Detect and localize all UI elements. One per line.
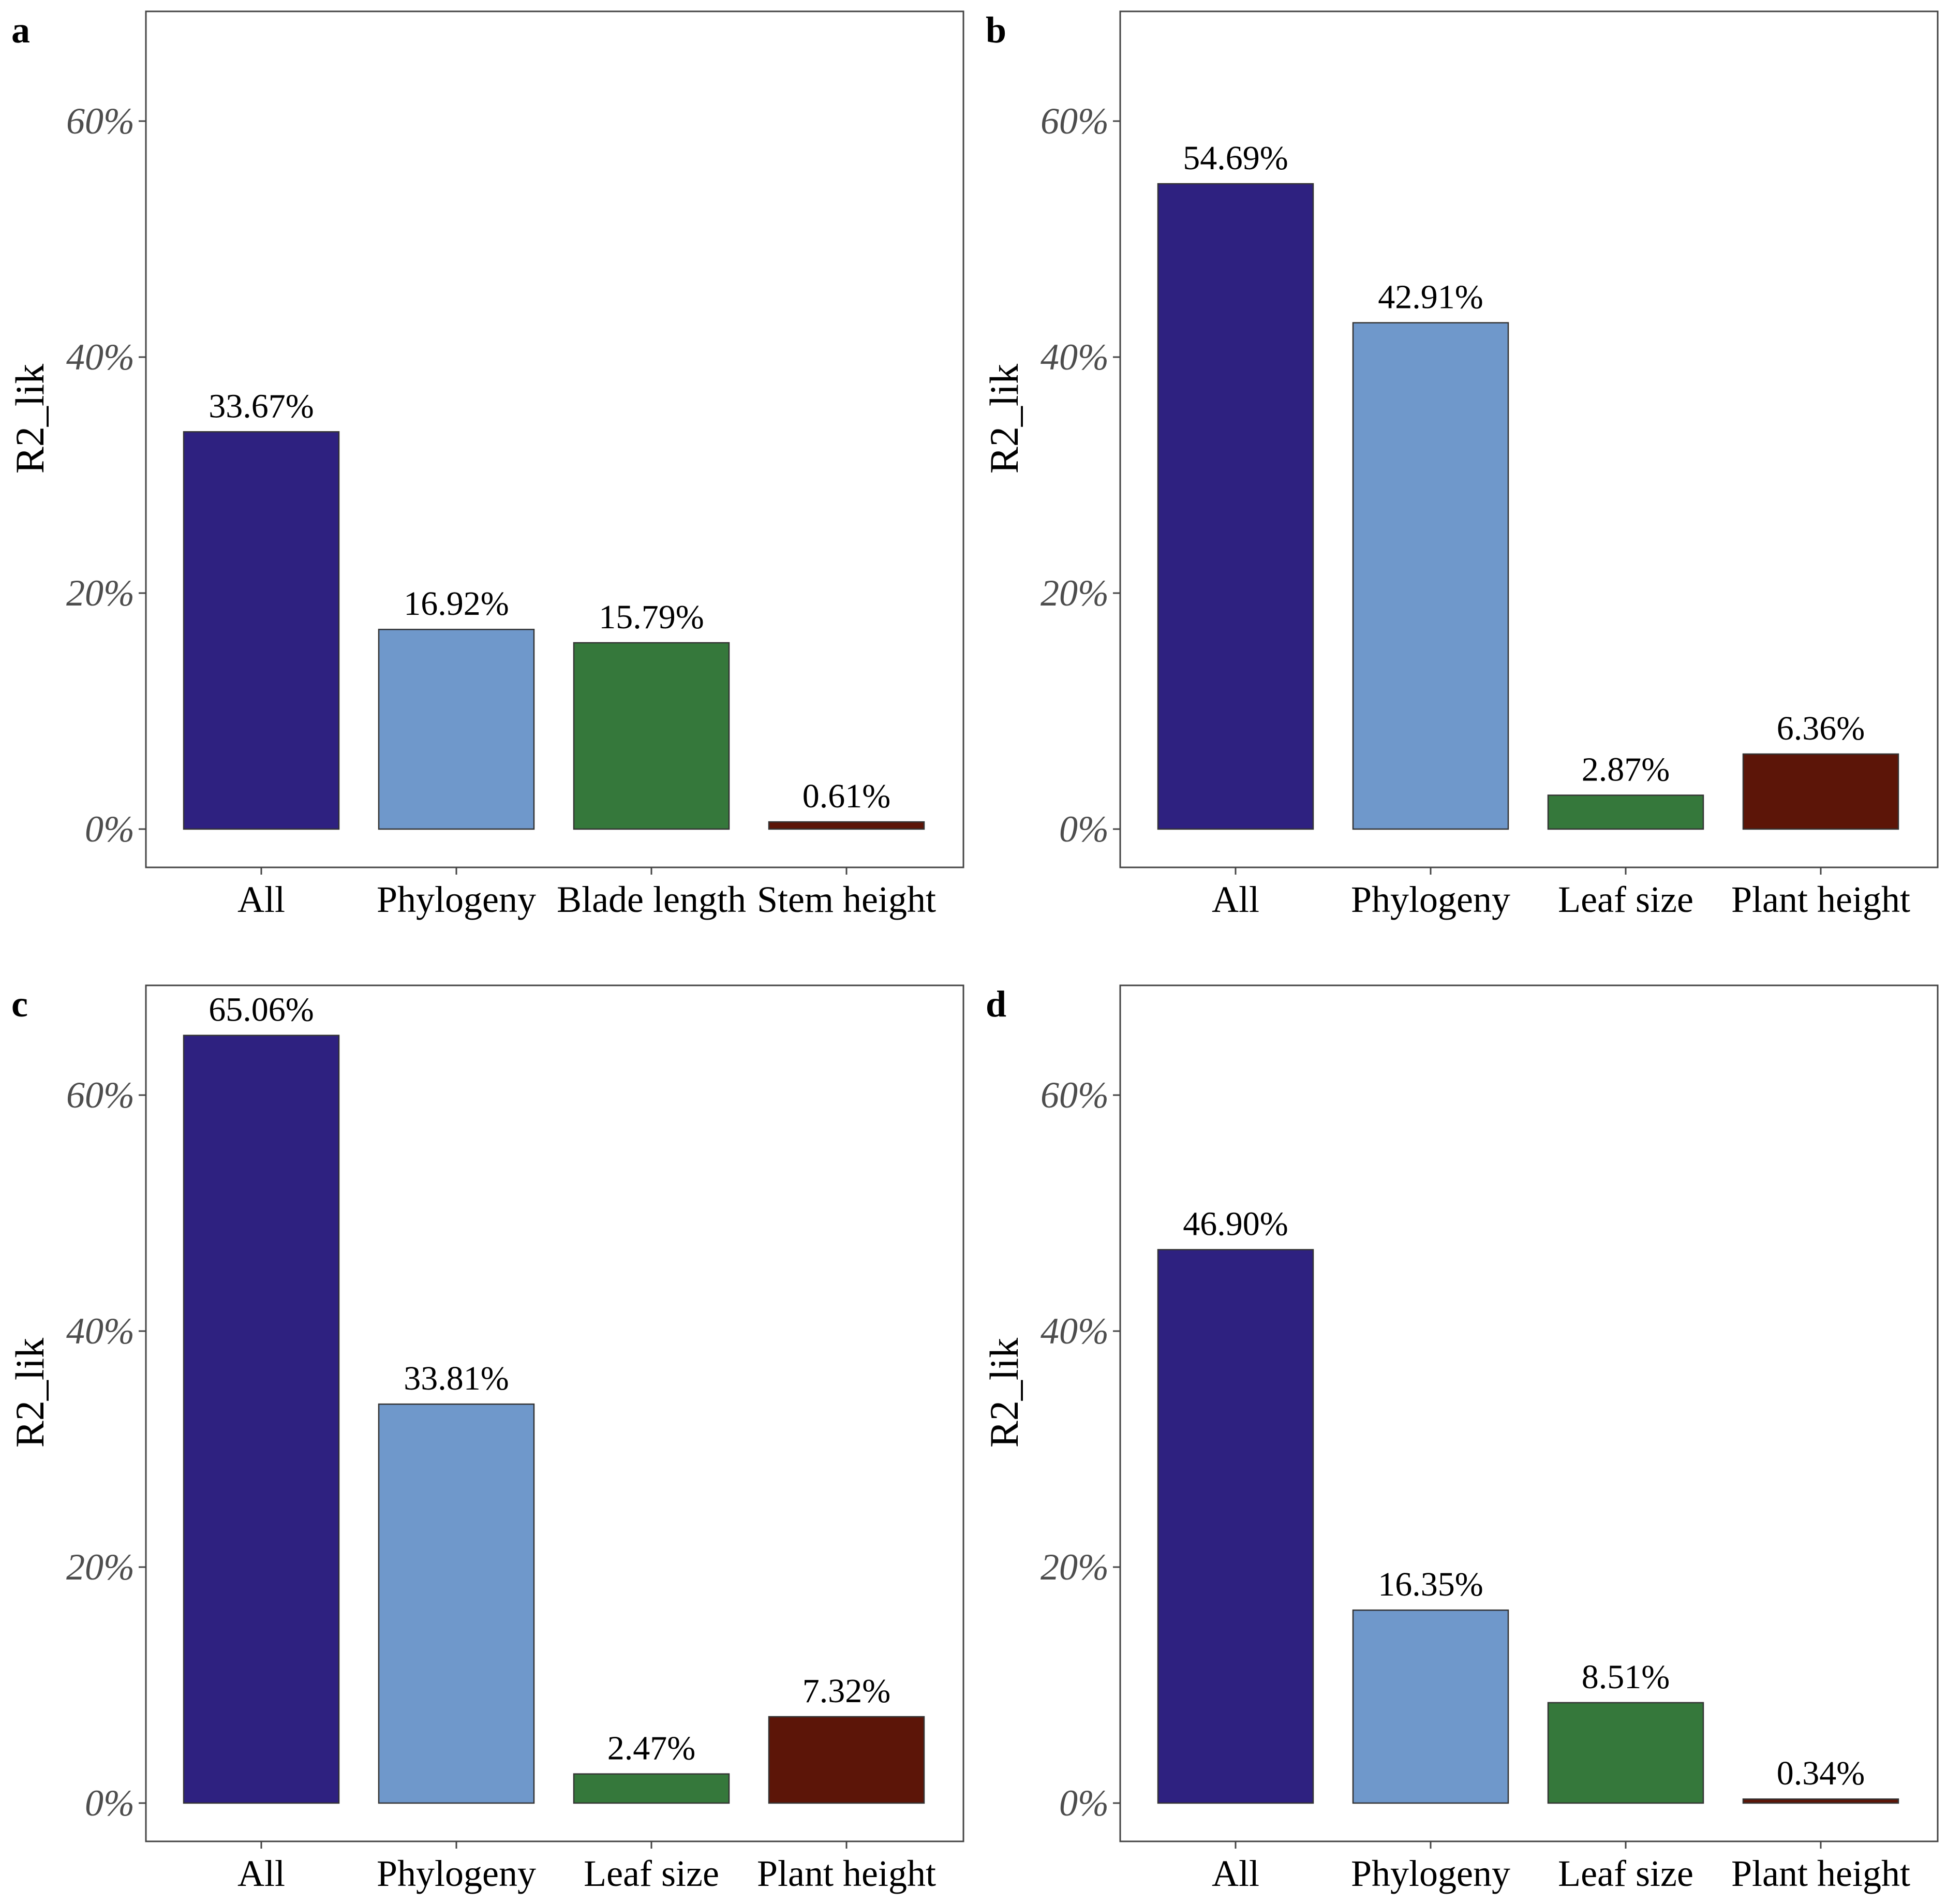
- x-tick-label: Leaf size: [1558, 879, 1693, 920]
- panel-letter: a: [11, 9, 30, 51]
- x-tick-label: Phylogeny: [1351, 1853, 1510, 1894]
- bar: [768, 821, 925, 830]
- bar-value-label: 15.79%: [599, 598, 704, 636]
- y-axis-title: R2_lik: [982, 1338, 1027, 1448]
- y-tick-label: 0%: [85, 1782, 135, 1824]
- bar-value-label: 42.91%: [1378, 278, 1483, 316]
- bar-value-label: 46.90%: [1183, 1205, 1288, 1243]
- y-tick-label: 40%: [66, 1310, 135, 1352]
- bar: [1547, 1702, 1704, 1804]
- y-tick-label: 0%: [85, 808, 135, 850]
- x-tick-label: Plant height: [1731, 879, 1910, 920]
- y-tick-label: 40%: [66, 336, 135, 378]
- panel-letter: c: [11, 983, 28, 1025]
- y-tick-label: 20%: [1041, 1546, 1109, 1588]
- x-tick-label: Phylogeny: [377, 1853, 536, 1894]
- panel-a: a R2_lik 0% 20% 40% 60% 33.67% All 16.92% Phyloge…: [7, 9, 964, 920]
- bar-value-label: 0.34%: [1777, 1754, 1865, 1792]
- y-tick-label: 60%: [66, 1074, 135, 1116]
- bar-value-label: 65.06%: [209, 991, 314, 1029]
- x-tick-label: Plant height: [757, 1853, 936, 1894]
- x-tick-label: Phylogeny: [377, 879, 536, 920]
- bar: [183, 1035, 340, 1804]
- bar: [1742, 1798, 1899, 1804]
- y-tick-label: 20%: [66, 572, 135, 614]
- bar: [1352, 1609, 1509, 1804]
- bar-value-label: 2.87%: [1582, 751, 1670, 789]
- panel-letter: d: [986, 983, 1006, 1025]
- y-tick-label: 0%: [1059, 808, 1109, 850]
- plot-frame: [145, 10, 964, 868]
- plot-frame: [1119, 984, 1939, 1842]
- bar-value-label: 7.32%: [802, 1672, 890, 1710]
- y-tick-label: 60%: [66, 100, 135, 142]
- bar-value-label: 54.69%: [1183, 139, 1288, 177]
- y-axis-title: R2_lik: [7, 1338, 52, 1448]
- panel-c: c R2_lik 0% 20% 40% 60% 65.06% All 33.81% Phyloge…: [7, 983, 964, 1894]
- bar-value-label: 16.92%: [404, 585, 509, 623]
- bar: [378, 628, 535, 830]
- bar: [1157, 1249, 1314, 1804]
- plot-frame: [145, 984, 964, 1842]
- x-tick-label: All: [237, 1853, 285, 1894]
- y-tick-label: 20%: [66, 1546, 135, 1588]
- y-tick-label: 60%: [1041, 1074, 1109, 1116]
- x-tick-label: All: [1212, 879, 1259, 920]
- x-tick-label: Leaf size: [1558, 1853, 1693, 1894]
- bar: [378, 1403, 535, 1804]
- bar: [573, 1773, 730, 1804]
- x-tick-label: Stem height: [757, 879, 936, 920]
- y-axis-title: R2_lik: [7, 364, 52, 474]
- y-tick-label: 0%: [1059, 1782, 1109, 1824]
- bar-value-label: 2.47%: [607, 1730, 695, 1767]
- y-axis-title: R2_lik: [982, 364, 1027, 474]
- x-tick-label: Blade length: [557, 879, 746, 920]
- x-tick-label: All: [237, 879, 285, 920]
- bar: [183, 431, 340, 830]
- bar: [1742, 753, 1899, 830]
- y-tick-label: 60%: [1041, 100, 1109, 142]
- bar: [1352, 322, 1509, 830]
- y-tick-label: 20%: [1041, 572, 1109, 614]
- panel-b: b R2_lik 0% 20% 40% 60% 54.69% All 42.91% Phyloge…: [982, 9, 1939, 920]
- bar: [573, 642, 730, 830]
- panel-letter: b: [986, 9, 1006, 51]
- y-tick-label: 40%: [1041, 1310, 1109, 1352]
- bar-value-label: 0.61%: [802, 777, 890, 815]
- bar-value-label: 16.35%: [1378, 1566, 1483, 1603]
- x-tick-label: Leaf size: [584, 1853, 719, 1894]
- bar-value-label: 8.51%: [1582, 1658, 1670, 1696]
- panel-d: d R2_lik 0% 20% 40% 60% 46.90% All 16.35% Phyloge…: [982, 983, 1939, 1894]
- bar-value-label: 33.67%: [209, 387, 314, 425]
- bar: [1547, 794, 1704, 830]
- bar-value-label: 6.36%: [1777, 710, 1865, 747]
- x-tick-label: All: [1212, 1853, 1259, 1894]
- plot-frame: [1119, 10, 1939, 868]
- y-tick-label: 40%: [1041, 336, 1109, 378]
- bar-value-label: 33.81%: [404, 1360, 509, 1397]
- bar: [1157, 183, 1314, 830]
- bar: [768, 1716, 925, 1804]
- x-tick-label: Plant height: [1731, 1853, 1910, 1894]
- x-tick-label: Phylogeny: [1351, 879, 1510, 920]
